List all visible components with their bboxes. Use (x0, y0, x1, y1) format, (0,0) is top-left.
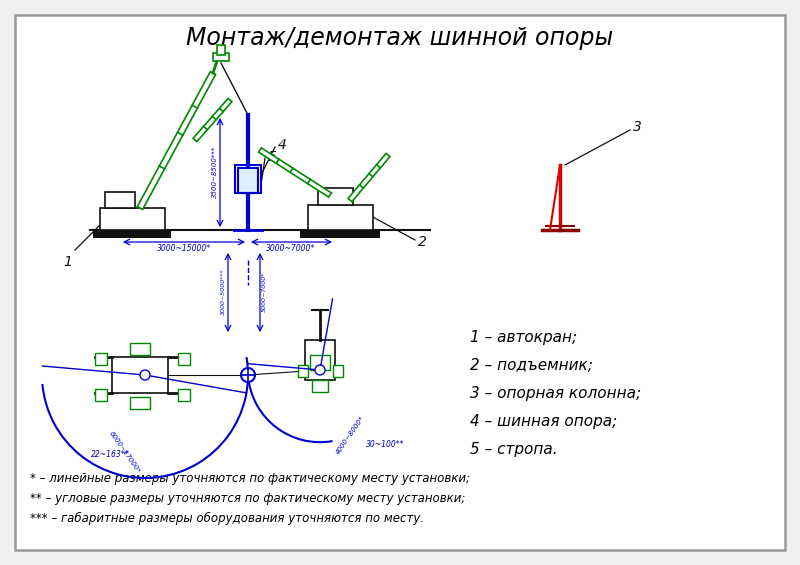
Bar (333, 365, 343, 377)
Bar (312, 380, 328, 392)
Bar (305, 340, 335, 380)
Polygon shape (138, 72, 216, 210)
Polygon shape (348, 153, 390, 202)
Bar (238, 168, 258, 193)
Text: 3000~5000***: 3000~5000*** (221, 269, 226, 315)
Text: 1: 1 (63, 255, 73, 269)
Bar (105, 192, 135, 208)
Text: 4000~8000*: 4000~8000* (334, 415, 366, 455)
Bar (318, 188, 353, 205)
Bar (235, 165, 261, 193)
Bar (95, 389, 107, 401)
Polygon shape (193, 98, 232, 142)
Text: 30~100**: 30~100** (366, 440, 404, 449)
Text: 2 – подъемник;: 2 – подъемник; (470, 358, 593, 373)
Bar (300, 230, 380, 238)
Text: 2: 2 (418, 235, 427, 249)
Bar (308, 205, 373, 230)
Text: 5: 5 (268, 150, 277, 164)
Circle shape (315, 365, 325, 375)
Text: 6000~17000*: 6000~17000* (108, 430, 142, 474)
Text: *** – габаритные размеры оборудования уточняются по месту.: *** – габаритные размеры оборудования ут… (30, 512, 424, 525)
Bar (93, 230, 171, 238)
Circle shape (140, 370, 150, 380)
Bar (217, 45, 225, 55)
Bar (178, 353, 190, 365)
Text: 3 – опорная колонна;: 3 – опорная колонна; (470, 386, 641, 401)
Bar (178, 389, 190, 401)
Bar (298, 365, 308, 377)
Text: 4: 4 (278, 138, 287, 152)
Text: 3: 3 (633, 120, 642, 134)
Text: Монтаж/демонтаж шинной опоры: Монтаж/демонтаж шинной опоры (186, 26, 614, 50)
Text: 4 – шинная опора;: 4 – шинная опора; (470, 414, 618, 429)
Text: 5 – стропа.: 5 – стропа. (470, 442, 558, 457)
Text: 5000~7000*: 5000~7000* (262, 272, 267, 312)
Bar (310, 355, 330, 370)
Text: 3000~7000*: 3000~7000* (266, 244, 316, 253)
Bar (213, 53, 229, 61)
Bar (130, 343, 150, 355)
Bar (130, 397, 150, 409)
Text: 3500~8500***: 3500~8500*** (212, 146, 218, 198)
Bar (95, 353, 107, 365)
Bar (100, 208, 165, 230)
Text: * – линейные размеры уточняются по фактическому месту установки;: * – линейные размеры уточняются по факти… (30, 472, 470, 485)
Polygon shape (258, 148, 331, 197)
Text: 22~163**: 22~163** (90, 450, 130, 459)
Text: 1 – автокран;: 1 – автокран; (470, 330, 577, 345)
Circle shape (241, 368, 255, 382)
Text: ** – угловые размеры уточняются по фактическому месту установки;: ** – угловые размеры уточняются по факти… (30, 492, 466, 505)
Bar (112, 357, 168, 393)
Text: 3000~15000*: 3000~15000* (157, 244, 211, 253)
